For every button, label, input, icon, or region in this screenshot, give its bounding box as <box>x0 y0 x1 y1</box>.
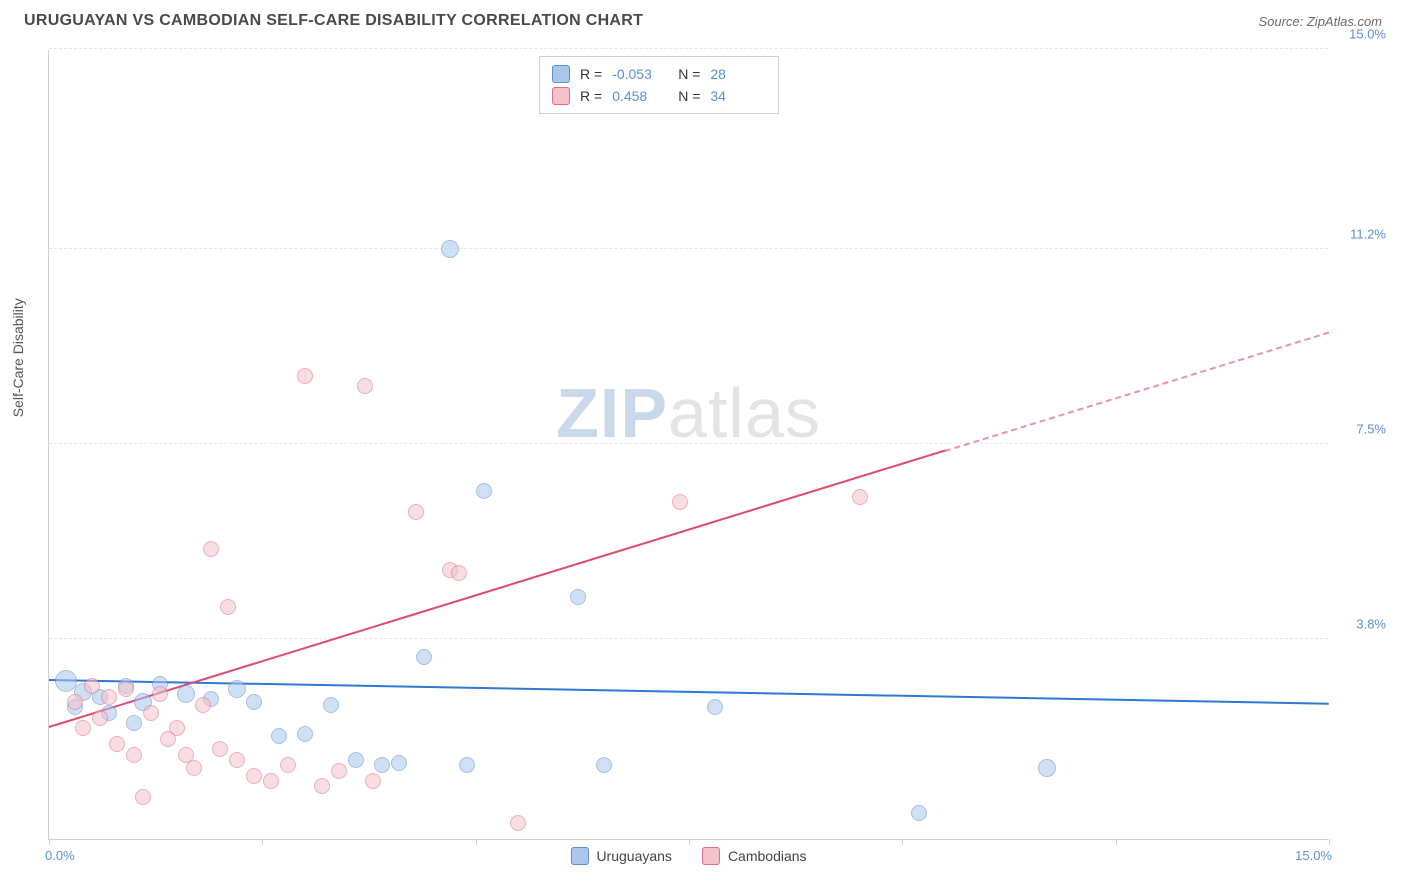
stats-box: R = -0.053 N = 28 R = 0.458 N = 34 <box>539 56 779 114</box>
data-point <box>228 680 246 698</box>
data-point <box>348 752 364 768</box>
y-tick-label: 11.2% <box>1350 227 1386 242</box>
chart-title: URUGUAYAN VS CAMBODIAN SELF-CARE DISABIL… <box>24 12 643 30</box>
stat-r-label: R = <box>580 88 602 104</box>
data-point <box>126 715 142 731</box>
watermark-zip: ZIP <box>556 374 668 452</box>
data-point <box>263 773 279 789</box>
gridline <box>49 48 1328 49</box>
stat-n-label: N = <box>678 88 700 104</box>
stat-n-label: N = <box>678 66 700 82</box>
x-tick <box>49 839 50 845</box>
x-tick <box>902 839 903 845</box>
legend-label: Cambodians <box>728 848 807 864</box>
legend: Uruguayans Cambodians <box>570 847 806 865</box>
data-point <box>229 752 245 768</box>
data-point <box>280 757 296 773</box>
data-point <box>441 240 459 258</box>
gridline <box>49 248 1328 249</box>
stat-n-value: 34 <box>710 88 766 104</box>
data-point <box>195 697 211 713</box>
y-tick-label: 7.5% <box>1356 422 1386 437</box>
data-point <box>160 731 176 747</box>
data-point <box>374 757 390 773</box>
data-point <box>331 763 347 779</box>
data-point <box>75 720 91 736</box>
data-point <box>570 589 586 605</box>
data-point <box>596 757 612 773</box>
data-point <box>911 805 927 821</box>
data-point <box>246 694 262 710</box>
data-point <box>408 504 424 520</box>
data-point <box>109 736 125 752</box>
stat-r-value: 0.458 <box>612 88 668 104</box>
data-point <box>314 778 330 794</box>
y-axis-title: Self-Care Disability <box>10 298 26 417</box>
data-point <box>271 728 287 744</box>
chart-area: Self-Care Disability ZIPatlas R =-0.053N… <box>48 50 1388 840</box>
data-point <box>323 697 339 713</box>
data-point <box>297 368 313 384</box>
data-point <box>186 760 202 776</box>
x-tick <box>262 839 263 845</box>
data-point <box>510 815 526 831</box>
watermark: ZIPatlas <box>556 373 821 453</box>
data-point <box>391 755 407 771</box>
data-point <box>451 565 467 581</box>
data-point <box>707 699 723 715</box>
y-tick-label: 3.8% <box>1356 616 1386 631</box>
data-point <box>852 489 868 505</box>
legend-item: Cambodians <box>702 847 807 865</box>
y-tick-label: 15.0% <box>1349 27 1386 42</box>
legend-label: Uruguayans <box>596 848 672 864</box>
data-point <box>67 694 83 710</box>
x-axis-min-label: 0.0% <box>45 848 75 863</box>
data-point <box>416 649 432 665</box>
stat-r-value: -0.053 <box>612 66 668 82</box>
data-point <box>212 741 228 757</box>
legend-swatch <box>702 847 720 865</box>
data-point <box>92 710 108 726</box>
data-point <box>246 768 262 784</box>
x-tick <box>1116 839 1117 845</box>
data-point <box>672 494 688 510</box>
data-point <box>476 483 492 499</box>
legend-swatch <box>570 847 588 865</box>
data-point <box>203 541 219 557</box>
x-axis-max-label: 15.0% <box>1295 848 1332 863</box>
x-tick <box>689 839 690 845</box>
stat-n-value: 28 <box>710 66 766 82</box>
data-point <box>365 773 381 789</box>
data-point <box>118 681 134 697</box>
trend-line-dashed <box>945 331 1330 451</box>
legend-item: Uruguayans <box>570 847 672 865</box>
data-point <box>152 686 168 702</box>
data-point <box>357 378 373 394</box>
data-point <box>101 689 117 705</box>
stats-row: R = -0.053 N = 28 <box>552 63 766 85</box>
data-point <box>220 599 236 615</box>
stats-row: R = 0.458 N = 34 <box>552 85 766 107</box>
data-point <box>84 678 100 694</box>
watermark-atlas: atlas <box>668 374 821 452</box>
gridline <box>49 443 1328 444</box>
legend-swatch <box>552 87 570 105</box>
stat-r-label: R = <box>580 66 602 82</box>
legend-swatch <box>552 65 570 83</box>
data-point <box>297 726 313 742</box>
data-point <box>177 685 195 703</box>
data-point <box>459 757 475 773</box>
data-point <box>1038 759 1056 777</box>
data-point <box>135 789 151 805</box>
chart-header: URUGUAYAN VS CAMBODIAN SELF-CARE DISABIL… <box>0 0 1406 38</box>
x-tick <box>1329 839 1330 845</box>
x-tick <box>476 839 477 845</box>
data-point <box>126 747 142 763</box>
gridline <box>49 638 1328 639</box>
plot-region: ZIPatlas R =-0.053N =28R =0.458N =34 0.0… <box>48 50 1328 840</box>
data-point <box>143 705 159 721</box>
